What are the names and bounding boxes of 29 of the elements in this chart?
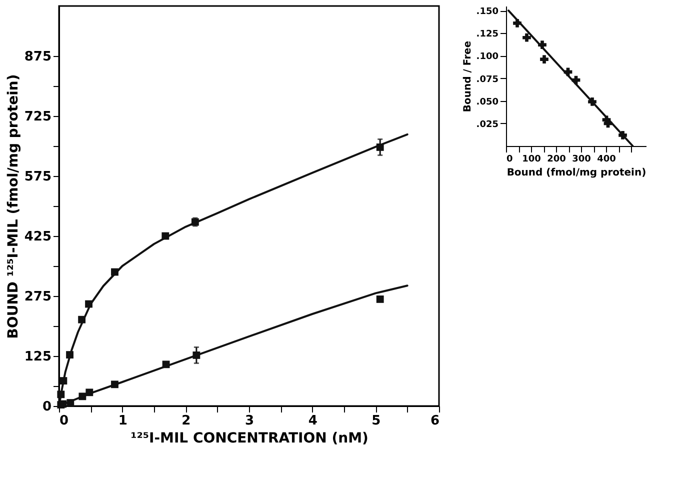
y-tick-label: 275 — [24, 290, 52, 304]
x-axis-title: ¹²⁵I-MIL CONCENTRATION (nM) — [130, 430, 368, 446]
y-tick-label: .125 — [476, 30, 498, 40]
x-tick-label: 300 — [572, 154, 591, 164]
x-tick-label: 4 — [308, 414, 318, 428]
x-tick-label: 200 — [547, 154, 566, 164]
y-axis-title: BOUND ¹²⁵I-MIL (fmol/mg protein) — [5, 74, 22, 339]
x-tick-label: 5 — [372, 414, 381, 428]
y-tick-label: 125 — [24, 350, 52, 364]
y-axis-title: Bound / Free — [462, 40, 474, 112]
y-tick-label: .025 — [476, 120, 498, 130]
x-tick-label: 2 — [182, 414, 191, 428]
y-tick-label: 875 — [24, 50, 52, 64]
y-tick-label: 0 — [42, 400, 52, 414]
x-tick-label: 0 — [60, 414, 69, 428]
y-tick-label: .150 — [476, 7, 498, 18]
x-tick-label: 1 — [118, 414, 128, 428]
x-tick-label: 3 — [244, 414, 254, 428]
y-tick-label: 725 — [24, 110, 52, 124]
x-tick-label: 0 — [506, 154, 513, 164]
y-tick-label: .075 — [476, 74, 498, 85]
y-tick-label: .050 — [476, 97, 498, 108]
x-tick-label: 400 — [597, 154, 616, 164]
y-tick-label: 575 — [24, 170, 52, 184]
y-tick-label: 425 — [24, 230, 52, 244]
y-tick-label: .100 — [476, 52, 498, 62]
x-axis-title: Bound (fmol/mg protein) — [506, 168, 646, 178]
x-tick-label: 100 — [522, 154, 541, 164]
x-tick-label: 6 — [430, 414, 440, 428]
